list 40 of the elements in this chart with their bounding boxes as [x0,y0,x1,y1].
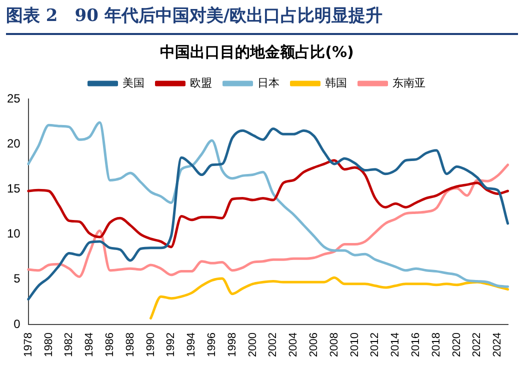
legend-label: 韩国 [324,76,347,90]
legend-label: 美国 [122,76,144,90]
x-tick-label: 2010 [348,332,361,358]
x-tick-label: 2002 [267,332,280,358]
x-tick-label: 2004 [288,332,300,358]
x-tick-label: 2022 [471,332,484,358]
x-tick-label: 1978 [22,332,34,358]
line-series [150,276,510,320]
x-tick-label: 1984 [84,332,96,358]
legend-label: 东南亚 [392,76,426,90]
x-tick-label: 1980 [42,332,55,358]
y-tick-label: 0 [14,316,21,331]
x-tick-label: 2014 [390,332,402,358]
x-tick-label: 1992 [165,332,178,358]
y-tick-label: 25 [6,91,21,106]
y-tick-label: 20 [6,136,21,150]
x-tick-label: 2006 [308,332,320,358]
chart-subtitle: 中国出口目的地金额占比(%) [160,42,354,61]
x-tick-label: 1998 [226,332,238,358]
chart-title: 图表 2 90 年代后中国对美/欧出口占比明显提升 [6,4,518,35]
x-tick-label: 1990 [144,332,157,358]
x-tick-label: 2016 [410,332,422,358]
y-tick-label: 5 [14,272,21,286]
x-tick-label: 1996 [206,332,218,358]
y-tick-label: 15 [6,182,21,196]
x-tick-label: 2012 [369,332,382,358]
x-tick-label: 2020 [450,332,463,358]
x-tick-label: 2024 [492,332,504,358]
x-tick-label: 2018 [430,332,442,358]
x-tick-label: 1994 [186,332,198,358]
x-tick-label: 1982 [63,332,76,358]
x-tick-label: 1986 [104,332,116,358]
legend-label: 日本 [257,76,280,90]
legend-label: 欧盟 [190,76,212,90]
line-series [27,164,510,278]
line-series [27,159,510,248]
x-tick-label: 2000 [246,332,259,358]
x-tick-label: 2008 [328,332,340,358]
x-tick-label: 1988 [124,332,136,358]
y-tick-label: 10 [6,226,21,241]
